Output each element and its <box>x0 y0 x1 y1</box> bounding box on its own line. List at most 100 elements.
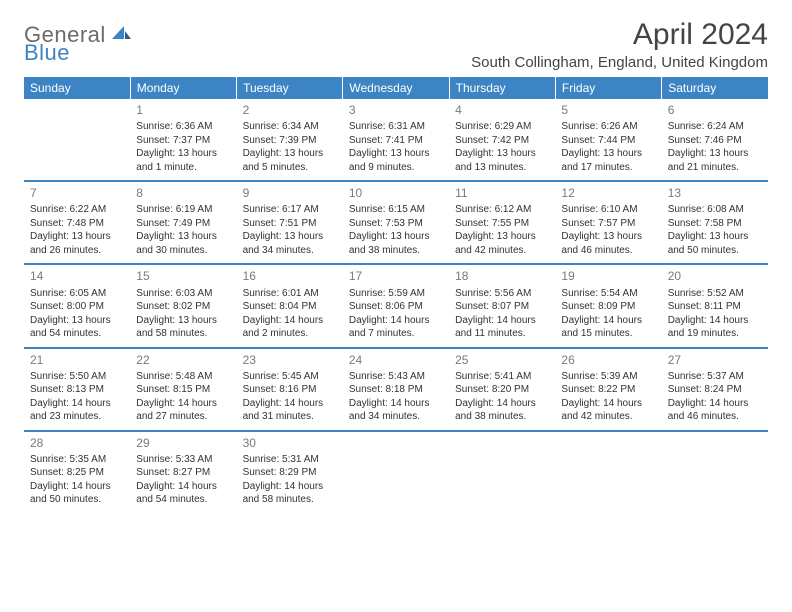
day-number: 10 <box>349 185 443 201</box>
calendar-cell: 8Sunrise: 6:19 AMSunset: 7:49 PMDaylight… <box>130 181 236 264</box>
sunset-text: Sunset: 8:29 PM <box>243 466 337 480</box>
sunrise-text: Sunrise: 6:29 AM <box>455 120 549 134</box>
daylight-text: and 31 minutes. <box>243 410 337 424</box>
calendar-cell: 30Sunrise: 5:31 AMSunset: 8:29 PMDayligh… <box>237 431 343 513</box>
sunset-text: Sunset: 7:39 PM <box>243 134 337 148</box>
calendar-cell: 11Sunrise: 6:12 AMSunset: 7:55 PMDayligh… <box>449 181 555 264</box>
day-number: 2 <box>243 102 337 118</box>
sunset-text: Sunset: 8:04 PM <box>243 300 337 314</box>
calendar-cell: 14 Sunrise: 6:05 AMSunset: 8:00 PMDayligh… <box>24 264 130 347</box>
sunset-text: Sunset: 8:06 PM <box>349 300 443 314</box>
daylight-text: and 42 minutes. <box>561 410 655 424</box>
sunrise-text: Sunrise: 6:22 AM <box>30 203 124 217</box>
calendar-cell: 26Sunrise: 5:39 AMSunset: 8:22 PMDayligh… <box>555 348 661 431</box>
day-number: 16 <box>243 268 337 284</box>
sunset-text: Sunset: 8:02 PM <box>136 300 230 314</box>
daylight-text: and 42 minutes. <box>455 244 549 258</box>
sunset-text: Sunset: 7:55 PM <box>455 217 549 231</box>
daylight-text: Daylight: 14 hours <box>349 397 443 411</box>
calendar-table: SundayMondayTuesdayWednesdayThursdayFrid… <box>24 77 768 513</box>
sunrise-text: Sunrise: 5:54 AM <box>561 287 655 301</box>
sunset-text: Sunset: 7:48 PM <box>30 217 124 231</box>
sunset-text: Sunset: 7:57 PM <box>561 217 655 231</box>
calendar-cell: 24Sunrise: 5:43 AMSunset: 8:18 PMDayligh… <box>343 348 449 431</box>
day-header: Monday <box>130 77 236 99</box>
day-number: 26 <box>561 352 655 368</box>
daylight-text: and 5 minutes. <box>243 161 337 175</box>
daylight-text: Daylight: 14 hours <box>455 314 549 328</box>
sunrise-text: Sunrise: 6:05 AM <box>30 287 124 301</box>
sunset-text: Sunset: 7:37 PM <box>136 134 230 148</box>
title-block: April 2024 South Collingham, England, Un… <box>471 18 768 71</box>
sunset-text: Sunset: 8:07 PM <box>455 300 549 314</box>
day-number: 30 <box>243 435 337 451</box>
location: South Collingham, England, United Kingdo… <box>471 54 768 71</box>
daylight-text: and 46 minutes. <box>561 244 655 258</box>
day-number: 17 <box>349 268 443 284</box>
daylight-text: Daylight: 14 hours <box>30 397 124 411</box>
daylight-text: and 13 minutes. <box>455 161 549 175</box>
sunrise-text: Sunrise: 5:31 AM <box>243 453 337 467</box>
daylight-text: and 30 minutes. <box>136 244 230 258</box>
daylight-text: and 38 minutes. <box>349 244 443 258</box>
day-header: Friday <box>555 77 661 99</box>
calendar-cell: 23Sunrise: 5:45 AMSunset: 8:16 PMDayligh… <box>237 348 343 431</box>
daylight-text: Daylight: 14 hours <box>561 314 655 328</box>
daylight-text: and 19 minutes. <box>668 327 762 341</box>
sunrise-text: Sunrise: 6:31 AM <box>349 120 443 134</box>
sunrise-text: Sunrise: 6:36 AM <box>136 120 230 134</box>
calendar-row: 14Sunrise: 6:05 AMSunset: 8:00 PMDayligh… <box>24 264 768 347</box>
sunrise-text: Sunrise: 6:17 AM <box>243 203 337 217</box>
day-number: 14 <box>30 268 124 284</box>
sunrise-text: Sunrise: 6:15 AM <box>349 203 443 217</box>
daylight-text: Daylight: 14 hours <box>349 314 443 328</box>
daylight-text: Daylight: 13 hours <box>30 314 124 328</box>
calendar-cell: 17Sunrise: 5:59 AMSunset: 8:06 PMDayligh… <box>343 264 449 347</box>
day-number: 6 <box>668 102 762 118</box>
daylight-text: Daylight: 14 hours <box>668 397 762 411</box>
calendar-cell: 10 Sunrise: 6:15 AMSunset: 7:53 PMDayligh… <box>343 181 449 264</box>
daylight-text: Daylight: 13 hours <box>136 147 230 161</box>
calendar-head: SundayMondayTuesdayWednesdayThursdayFrid… <box>24 77 768 99</box>
calendar-cell <box>24 99 130 181</box>
day-number: 22 <box>136 352 230 368</box>
sunset-text: Sunset: 8:15 PM <box>136 383 230 397</box>
daylight-text: Daylight: 13 hours <box>349 230 443 244</box>
calendar-cell <box>555 431 661 513</box>
sunset-text: Sunset: 7:53 PM <box>349 217 443 231</box>
calendar-cell <box>662 431 768 513</box>
calendar-cell: 5Sunrise: 6:26 AMSunset: 7:44 PMDaylight… <box>555 99 661 181</box>
daylight-text: Daylight: 13 hours <box>455 230 549 244</box>
sunrise-text: Sunrise: 6:01 AM <box>243 287 337 301</box>
daylight-text: Daylight: 13 hours <box>30 230 124 244</box>
sunset-text: Sunset: 8:13 PM <box>30 383 124 397</box>
daylight-text: Daylight: 13 hours <box>136 314 230 328</box>
sunset-text: Sunset: 8:00 PM <box>30 300 124 314</box>
calendar-cell: 7 Sunrise: 6:22 AMSunset: 7:48 PMDaylight… <box>24 181 130 264</box>
day-number: 5 <box>561 102 655 118</box>
sunset-text: Sunset: 7:44 PM <box>561 134 655 148</box>
calendar-cell: 20Sunrise: 5:52 AMSunset: 8:11 PMDayligh… <box>662 264 768 347</box>
day-number: 1 <box>136 102 230 118</box>
sunrise-text: Sunrise: 5:41 AM <box>455 370 549 384</box>
sunset-text: Sunset: 8:16 PM <box>243 383 337 397</box>
calendar-cell: 15Sunrise: 6:03 AMSunset: 8:02 PMDayligh… <box>130 264 236 347</box>
daylight-text: and 38 minutes. <box>455 410 549 424</box>
calendar-cell: 18Sunrise: 5:56 AMSunset: 8:07 PMDayligh… <box>449 264 555 347</box>
daylight-text: and 46 minutes. <box>668 410 762 424</box>
calendar-cell <box>449 431 555 513</box>
daylight-text: and 26 minutes. <box>30 244 124 258</box>
sunset-text: Sunset: 8:20 PM <box>455 383 549 397</box>
sunrise-text: Sunrise: 5:45 AM <box>243 370 337 384</box>
sunset-text: Sunset: 8:18 PM <box>349 383 443 397</box>
daylight-text: Daylight: 14 hours <box>30 480 124 494</box>
sunrise-text: Sunrise: 6:19 AM <box>136 203 230 217</box>
day-number: 7 <box>30 185 124 201</box>
day-header: Wednesday <box>343 77 449 99</box>
sunrise-text: Sunrise: 6:10 AM <box>561 203 655 217</box>
daylight-text: and 9 minutes. <box>349 161 443 175</box>
sunrise-text: Sunrise: 5:37 AM <box>668 370 762 384</box>
calendar-body: 1Sunrise: 6:36 AMSunset: 7:37 PMDaylight… <box>24 99 768 513</box>
daylight-text: Daylight: 14 hours <box>243 314 337 328</box>
day-header: Thursday <box>449 77 555 99</box>
